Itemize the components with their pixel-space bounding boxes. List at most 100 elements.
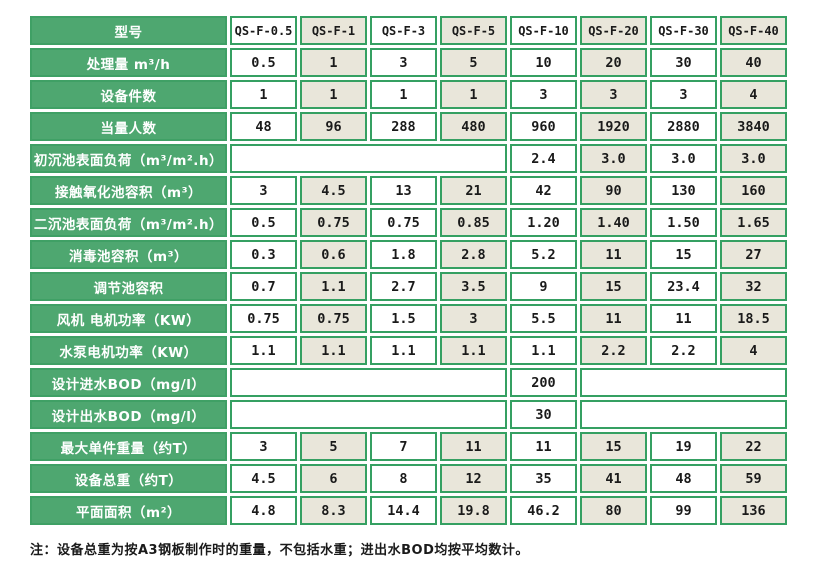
value-cell: 0.75	[370, 208, 437, 237]
value-cell: 99	[650, 496, 717, 525]
value-cell: 1.1	[230, 336, 297, 365]
row-label: 水泵电机功率（KW）	[30, 336, 227, 365]
value-cell: 1.1	[510, 336, 577, 365]
header-model: QS-F-20	[580, 16, 647, 45]
footnote: 注：设备总重为按A3钢板制作时的重量，不包括水重；进出水BOD均按平均数计。	[30, 543, 529, 558]
value-cell: 27	[720, 240, 787, 269]
value-cell: 9	[510, 272, 577, 301]
value-cell: 1920	[580, 112, 647, 141]
value-cell: 19	[650, 432, 717, 461]
value-cell: 59	[720, 464, 787, 493]
header-model: QS-F-3	[370, 16, 437, 45]
table-row: 平面面积（m²） 4.8 8.3 14.4 19.8 46.2 80 99 136	[30, 496, 787, 525]
row-label: 平面面积（m²）	[30, 496, 227, 525]
value-cell: 32	[720, 272, 787, 301]
row-label: 处理量 m³/h	[30, 48, 227, 77]
value-cell: 0.6	[300, 240, 367, 269]
value-cell: 18.5	[720, 304, 787, 333]
value-cell: 11	[510, 432, 577, 461]
value-cell: 480	[440, 112, 507, 141]
value-cell: 4.8	[230, 496, 297, 525]
table-body: 处理量 m³/h 0.5 1 3 5 10 20 30 40 设备件数 1 1 1 1 3 3 3 4 当量人数 48…	[30, 48, 787, 525]
value-cell: 48	[230, 112, 297, 141]
value-cell: 3.0	[720, 144, 787, 173]
value-cell: 0.75	[300, 208, 367, 237]
value-cell: 1	[440, 80, 507, 109]
row-label: 消毒池容积（m³）	[30, 240, 227, 269]
header-model: QS-F-0.5	[230, 16, 297, 45]
value-cell: 22	[720, 432, 787, 461]
value-cell: 0.5	[230, 208, 297, 237]
merged-empty-cell	[580, 368, 787, 397]
value-cell: 90	[580, 176, 647, 205]
table-row: 设计出水BOD（mg/l） 30	[30, 400, 787, 429]
value-cell: 2.2	[580, 336, 647, 365]
value-cell: 1.1	[300, 272, 367, 301]
value-cell: 14.4	[370, 496, 437, 525]
value-cell: 1	[300, 48, 367, 77]
value-cell: 1.5	[370, 304, 437, 333]
table-row: 调节池容积 0.7 1.1 2.7 3.5 9 15 23.4 32	[30, 272, 787, 301]
value-cell: 40	[720, 48, 787, 77]
value-cell: 41	[580, 464, 647, 493]
value-cell: 2.2	[650, 336, 717, 365]
value-cell: 1.8	[370, 240, 437, 269]
value-cell: 3840	[720, 112, 787, 141]
value-cell: 30	[510, 400, 577, 429]
merged-empty-cell	[230, 368, 507, 397]
value-cell: 960	[510, 112, 577, 141]
value-cell: 4.5	[230, 464, 297, 493]
value-cell: 10	[510, 48, 577, 77]
table-row: 设计进水BOD（mg/l） 200	[30, 368, 787, 397]
table-row: 处理量 m³/h 0.5 1 3 5 10 20 30 40	[30, 48, 787, 77]
value-cell: 2880	[650, 112, 717, 141]
row-label: 风机 电机功率（KW）	[30, 304, 227, 333]
value-cell: 1.50	[650, 208, 717, 237]
table-row: 设备件数 1 1 1 1 3 3 3 4	[30, 80, 787, 109]
value-cell: 0.75	[230, 304, 297, 333]
value-cell: 8.3	[300, 496, 367, 525]
value-cell: 3.5	[440, 272, 507, 301]
table-row: 初沉池表面负荷（m³/m².h） 2.4 3.0 3.0 3.0	[30, 144, 787, 173]
table-row: 消毒池容积（m³） 0.3 0.6 1.8 2.8 5.2 11 15 27	[30, 240, 787, 269]
value-cell: 1.40	[580, 208, 647, 237]
table-row: 最大单件重量（约T） 3 5 7 11 11 15 19 22	[30, 432, 787, 461]
row-label: 初沉池表面负荷（m³/m².h）	[30, 144, 227, 173]
value-cell: 13	[370, 176, 437, 205]
value-cell: 11	[650, 304, 717, 333]
value-cell: 5.2	[510, 240, 577, 269]
row-label: 设计进水BOD（mg/l）	[30, 368, 227, 397]
value-cell: 3	[230, 176, 297, 205]
row-label: 二沉池表面负荷（m³/m².h）	[30, 208, 227, 237]
value-cell: 48	[650, 464, 717, 493]
header-model: QS-F-5	[440, 16, 507, 45]
value-cell: 4.5	[300, 176, 367, 205]
value-cell: 5	[300, 432, 367, 461]
spec-sheet: 型号 QS-F-0.5 QS-F-1 QS-F-3 QS-F-5 QS-F-10 QS-F-…	[27, 13, 790, 558]
value-cell: 4	[720, 336, 787, 365]
value-cell: 1.1	[370, 336, 437, 365]
row-label: 当量人数	[30, 112, 227, 141]
value-cell: 80	[580, 496, 647, 525]
row-label: 调节池容积	[30, 272, 227, 301]
row-label: 设备总重（约T）	[30, 464, 227, 493]
value-cell: 42	[510, 176, 577, 205]
table-row: 风机 电机功率（KW） 0.75 0.75 1.5 3 5.5 11 11 18.5	[30, 304, 787, 333]
value-cell: 0.75	[300, 304, 367, 333]
value-cell: 288	[370, 112, 437, 141]
value-cell: 1.65	[720, 208, 787, 237]
value-cell: 30	[650, 48, 717, 77]
value-cell: 160	[720, 176, 787, 205]
spec-table: 型号 QS-F-0.5 QS-F-1 QS-F-3 QS-F-5 QS-F-10 QS-F-…	[27, 13, 790, 528]
value-cell: 2.4	[510, 144, 577, 173]
value-cell: 19.8	[440, 496, 507, 525]
value-cell: 11	[580, 240, 647, 269]
value-cell: 35	[510, 464, 577, 493]
value-cell: 15	[650, 240, 717, 269]
value-cell: 11	[580, 304, 647, 333]
value-cell: 2.8	[440, 240, 507, 269]
header-model-label: 型号	[30, 16, 227, 45]
header-row: 型号 QS-F-0.5 QS-F-1 QS-F-3 QS-F-5 QS-F-10 QS-F-…	[30, 16, 787, 45]
value-cell: 3	[650, 80, 717, 109]
row-label: 设计出水BOD（mg/l）	[30, 400, 227, 429]
